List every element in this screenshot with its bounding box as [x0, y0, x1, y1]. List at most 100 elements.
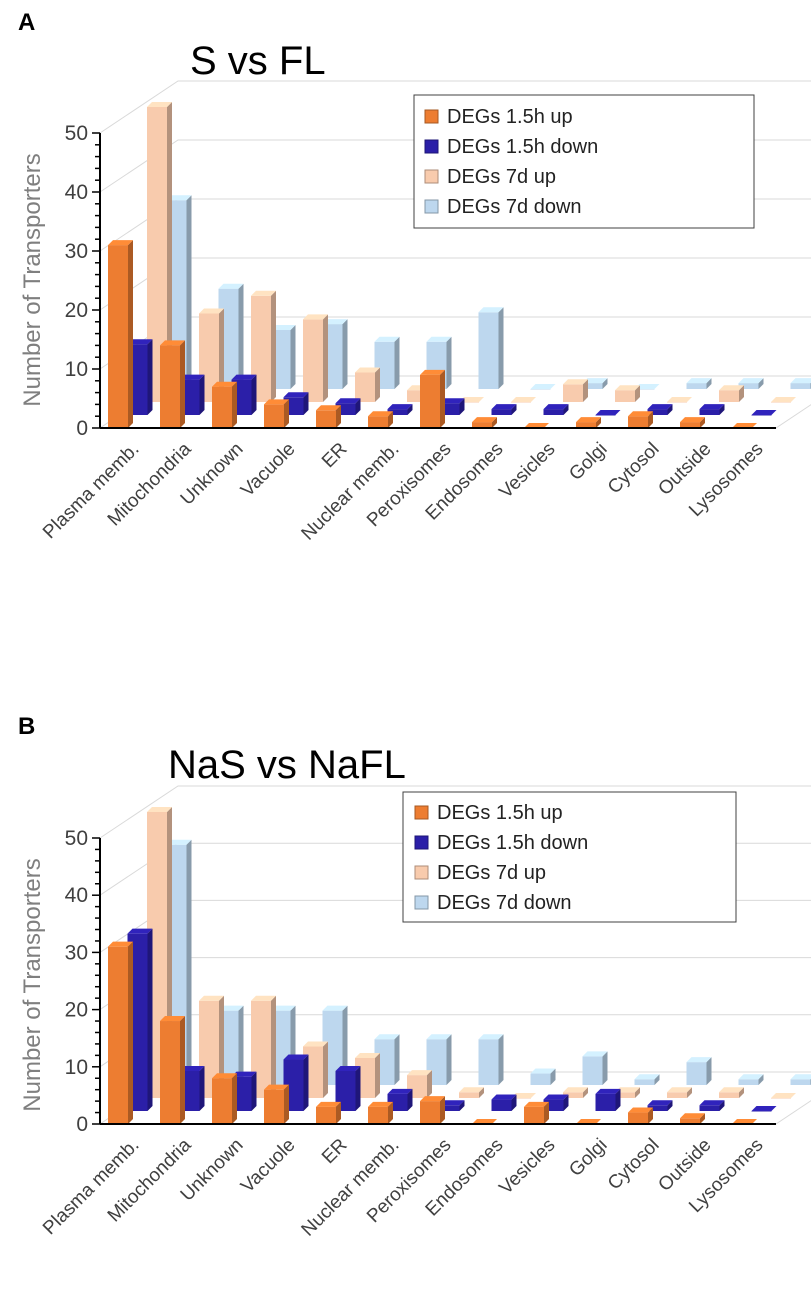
- x-tick-label: Vacuole: [237, 439, 299, 501]
- bar-front: [108, 946, 128, 1124]
- bar-top: [576, 417, 601, 423]
- bar-top: [160, 340, 185, 346]
- bar-side: [219, 308, 224, 402]
- bar-top: [595, 410, 621, 415]
- bar-top: [303, 1041, 328, 1047]
- bar-side: [375, 1052, 380, 1098]
- legend-entry: DEGs 7d down: [424, 196, 582, 218]
- legend-swatch: [424, 169, 439, 184]
- gridline: [99, 80, 811, 134]
- bar-top: [530, 1068, 556, 1074]
- bar-side: [355, 1065, 361, 1111]
- bar-degs-1-5h-up-peroxisomes: [420, 1096, 445, 1124]
- bar-degs-1-5h-down-lysosomes: [751, 1106, 777, 1112]
- bar-front: [387, 409, 408, 415]
- bar-front: [719, 1092, 739, 1098]
- bar-front: [699, 409, 720, 415]
- bar-top: [790, 1074, 811, 1080]
- bar-front: [563, 384, 583, 402]
- bar-front: [160, 1021, 180, 1124]
- bar-side: [687, 1087, 692, 1098]
- legend-label: DEGs 7d up: [437, 862, 546, 884]
- bar-side: [284, 399, 289, 428]
- bar-front: [615, 1092, 635, 1098]
- bar-front: [771, 402, 791, 403]
- bar-front: [491, 409, 512, 415]
- bar-degs-1-5h-up-nuclear-memb-: [368, 1101, 393, 1124]
- bar-front: [543, 1099, 564, 1111]
- bar-top: [524, 1101, 549, 1107]
- bar-top: [680, 1113, 705, 1119]
- bar-degs-7d-up-plasma-memb-: [147, 102, 172, 402]
- bar-side: [407, 404, 413, 415]
- bar-top: [199, 308, 224, 314]
- bar-degs-7d-down-endosomes: [530, 1068, 556, 1085]
- bar-top: [407, 1070, 432, 1076]
- bar-front: [530, 1073, 551, 1085]
- bar-degs-1-5h-up-vesicles: [524, 1101, 549, 1124]
- bar-front: [108, 245, 128, 428]
- bar-degs-7d-up-golgi: [615, 385, 640, 402]
- bar-top: [179, 374, 205, 380]
- bar-degs-1-5h-down-outside: [699, 1100, 725, 1111]
- bar-side: [186, 839, 192, 1085]
- bar-side: [602, 378, 608, 389]
- bar-degs-1-5h-up-mitochondria: [160, 1016, 185, 1124]
- bar-front: [543, 409, 564, 415]
- bar-side: [284, 1084, 289, 1124]
- bar-side: [719, 404, 725, 415]
- bar-top: [771, 397, 796, 402]
- y-tick-label: 10: [65, 358, 88, 381]
- y-tick-label: 40: [65, 884, 88, 907]
- y-tick-label: 50: [65, 827, 88, 850]
- legend-swatch: [424, 139, 439, 154]
- bar-top: [543, 1094, 569, 1100]
- bar-top: [316, 1101, 341, 1107]
- x-tick-label: ER: [318, 439, 352, 473]
- legend-swatch: [424, 199, 439, 214]
- y-tick-label: 40: [65, 181, 88, 204]
- bar-side: [251, 374, 257, 415]
- legend-entry: DEGs 7d up: [414, 862, 546, 884]
- legend-label: DEGs 1.5h down: [437, 832, 588, 854]
- bar-front: [582, 1056, 603, 1085]
- bar-side: [446, 1034, 452, 1085]
- bar-side: [583, 1087, 588, 1098]
- legend-label: DEGs 7d down: [447, 196, 582, 218]
- bar-degs-1-5h-up-er: [316, 1101, 341, 1124]
- bar-top: [595, 1088, 621, 1094]
- bar-front: [368, 416, 388, 428]
- bar-side: [700, 417, 705, 428]
- bar-degs-7d-down-golgi: [634, 1074, 660, 1085]
- bar-front: [511, 402, 531, 403]
- bar-top: [511, 397, 536, 402]
- bar-front: [472, 422, 492, 428]
- bar-front: [628, 1112, 648, 1124]
- y-axis-label: Number of Transporters: [19, 858, 46, 1111]
- legend-swatch: [414, 895, 429, 910]
- legend-entry: DEGs 1.5h down: [424, 136, 598, 158]
- bar-degs-7d-down-cytosol: [686, 378, 712, 389]
- bar-top: [732, 423, 757, 428]
- bar-degs-1-5h-down-endosomes: [491, 1094, 517, 1111]
- bar-front: [316, 410, 336, 428]
- bar-top: [147, 102, 172, 107]
- bar-front: [634, 1079, 655, 1085]
- bar-side: [238, 1005, 244, 1085]
- bar-side: [654, 1074, 660, 1085]
- bar-top: [368, 1101, 393, 1107]
- bar-side: [219, 995, 224, 1098]
- bar-side: [342, 319, 348, 389]
- bar-top: [374, 1034, 400, 1040]
- bar-front: [335, 1070, 356, 1111]
- bar-front: [160, 345, 180, 428]
- legend-label: DEGs 7d up: [447, 166, 556, 188]
- bar-top: [732, 1119, 757, 1124]
- bar-top: [218, 283, 244, 289]
- bar-degs-7d-up-outside: [719, 385, 744, 402]
- chart-title: S vs FL: [190, 39, 326, 83]
- bar-top: [355, 367, 380, 373]
- bar-degs-7d-up-cytosol: [667, 397, 692, 403]
- bar-top: [335, 1065, 361, 1071]
